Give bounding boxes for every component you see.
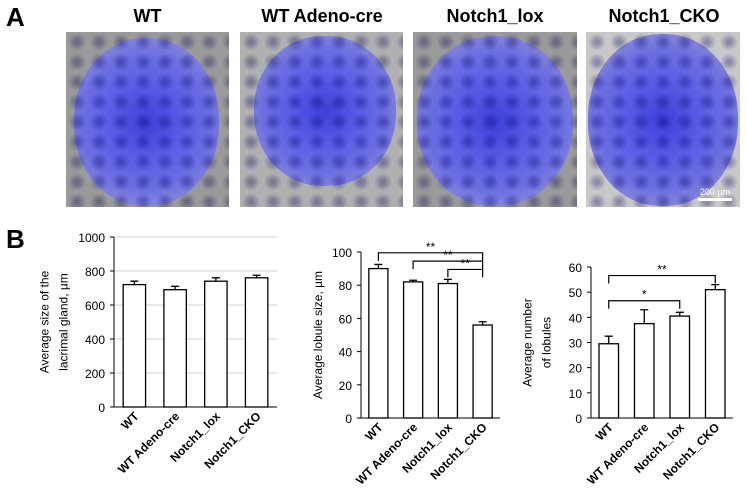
error-bar <box>409 279 418 282</box>
y-tick-label: 20 <box>339 379 353 393</box>
error-bar <box>130 280 139 285</box>
x-tick-label: WT <box>593 420 617 444</box>
y-tick-label: 200 <box>85 367 105 381</box>
y-tick-label: 600 <box>85 299 105 313</box>
micrograph <box>66 32 229 207</box>
bar <box>402 281 424 419</box>
y-axis-label: Average size of the <box>38 270 52 373</box>
x-tick-label: WT <box>118 409 142 433</box>
y-tick-label: 40 <box>339 346 353 360</box>
error-bar <box>252 274 261 278</box>
bar <box>437 282 459 419</box>
significance-label: ** <box>426 240 436 254</box>
error-bar <box>711 283 720 290</box>
y-tick-label: 0 <box>575 412 582 426</box>
significance-bracket <box>608 274 716 284</box>
significance-label: ** <box>443 248 453 262</box>
y-tick-label: 100 <box>332 246 352 260</box>
y-tick-label: 400 <box>85 333 105 347</box>
error-bar <box>171 285 180 290</box>
panel-label: B <box>6 224 25 254</box>
y-tick-label: 30 <box>569 337 583 351</box>
image-title: WT <box>133 6 162 26</box>
panel-label: A <box>6 2 25 32</box>
significance-bracket <box>447 268 484 278</box>
bar <box>204 280 228 408</box>
scale-bar-label: 200 µm <box>699 187 731 197</box>
significance-label: ** <box>461 256 471 270</box>
y-tick-label: 1000 <box>78 231 105 245</box>
image-title: WT Adeno-cre <box>261 6 383 26</box>
error-bar <box>443 278 452 284</box>
y-tick-label: 50 <box>569 286 583 300</box>
micrograph <box>413 32 577 207</box>
scale-bar: 200 µm <box>698 187 732 201</box>
y-axis-label: of lobules <box>540 317 554 368</box>
significance-label: ** <box>657 263 667 277</box>
y-tick-label: 0 <box>345 412 352 426</box>
error-bar <box>211 277 220 282</box>
image-title: Notch1_lox <box>446 6 544 26</box>
error-bar <box>604 335 613 344</box>
x-tick-label: WT Adeno-cre <box>584 420 651 487</box>
y-axis-label: Average number <box>521 298 535 387</box>
bar <box>472 324 493 419</box>
significance-label: * <box>642 288 647 302</box>
bar <box>704 288 726 419</box>
error-bar <box>640 309 649 324</box>
bar <box>244 277 269 408</box>
bar <box>163 289 187 408</box>
y-tick-label: 60 <box>339 312 353 326</box>
bar <box>368 267 389 419</box>
y-tick-label: 40 <box>569 311 583 325</box>
error-bar <box>374 263 383 269</box>
significance-bracket <box>377 252 484 261</box>
y-tick-label: 60 <box>569 261 583 275</box>
image-title: Notch1_CKO <box>608 6 720 26</box>
error-bar <box>478 321 487 326</box>
significance-bracket <box>412 260 484 270</box>
micrograph <box>240 32 403 207</box>
bar <box>122 283 147 408</box>
y-tick-label: 20 <box>569 362 583 376</box>
bar <box>598 343 620 419</box>
y-axis-label: lacrimal gland, µm <box>57 273 71 371</box>
y-tick-label: 800 <box>85 265 105 279</box>
y-tick-label: 80 <box>339 279 353 293</box>
bar <box>633 322 655 419</box>
y-tick-label: 0 <box>98 401 105 415</box>
y-tick-label: 10 <box>569 387 583 401</box>
micrograph: 200 µm <box>586 32 740 207</box>
y-axis-label: Average lobule size, µm <box>311 271 325 399</box>
x-tick-label: WT <box>362 420 386 444</box>
error-bar <box>675 311 684 317</box>
significance-bracket <box>608 300 681 309</box>
bar <box>669 315 691 419</box>
